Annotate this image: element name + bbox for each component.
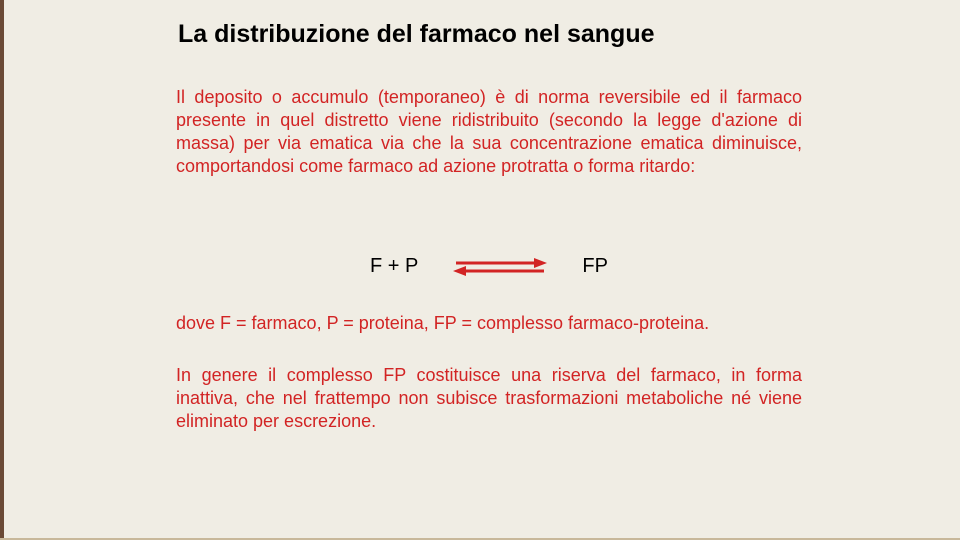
paragraph-4: In genere il complesso FP costituisce un… — [176, 364, 802, 433]
equation-row: F + P FP — [176, 246, 802, 286]
equilibrium-arrows-icon — [452, 252, 548, 280]
paragraph-3: dove F = farmaco, P = proteina, FP = com… — [176, 312, 802, 335]
paragraph-1: Il deposito o accumulo (temporaneo) è di… — [176, 86, 802, 178]
page-title: La distribuzione del farmaco nel sangue — [178, 20, 655, 49]
equation-left: F + P — [370, 255, 418, 278]
slide: La distribuzione del farmaco nel sangue … — [0, 0, 960, 540]
equation-right: FP — [582, 255, 608, 278]
